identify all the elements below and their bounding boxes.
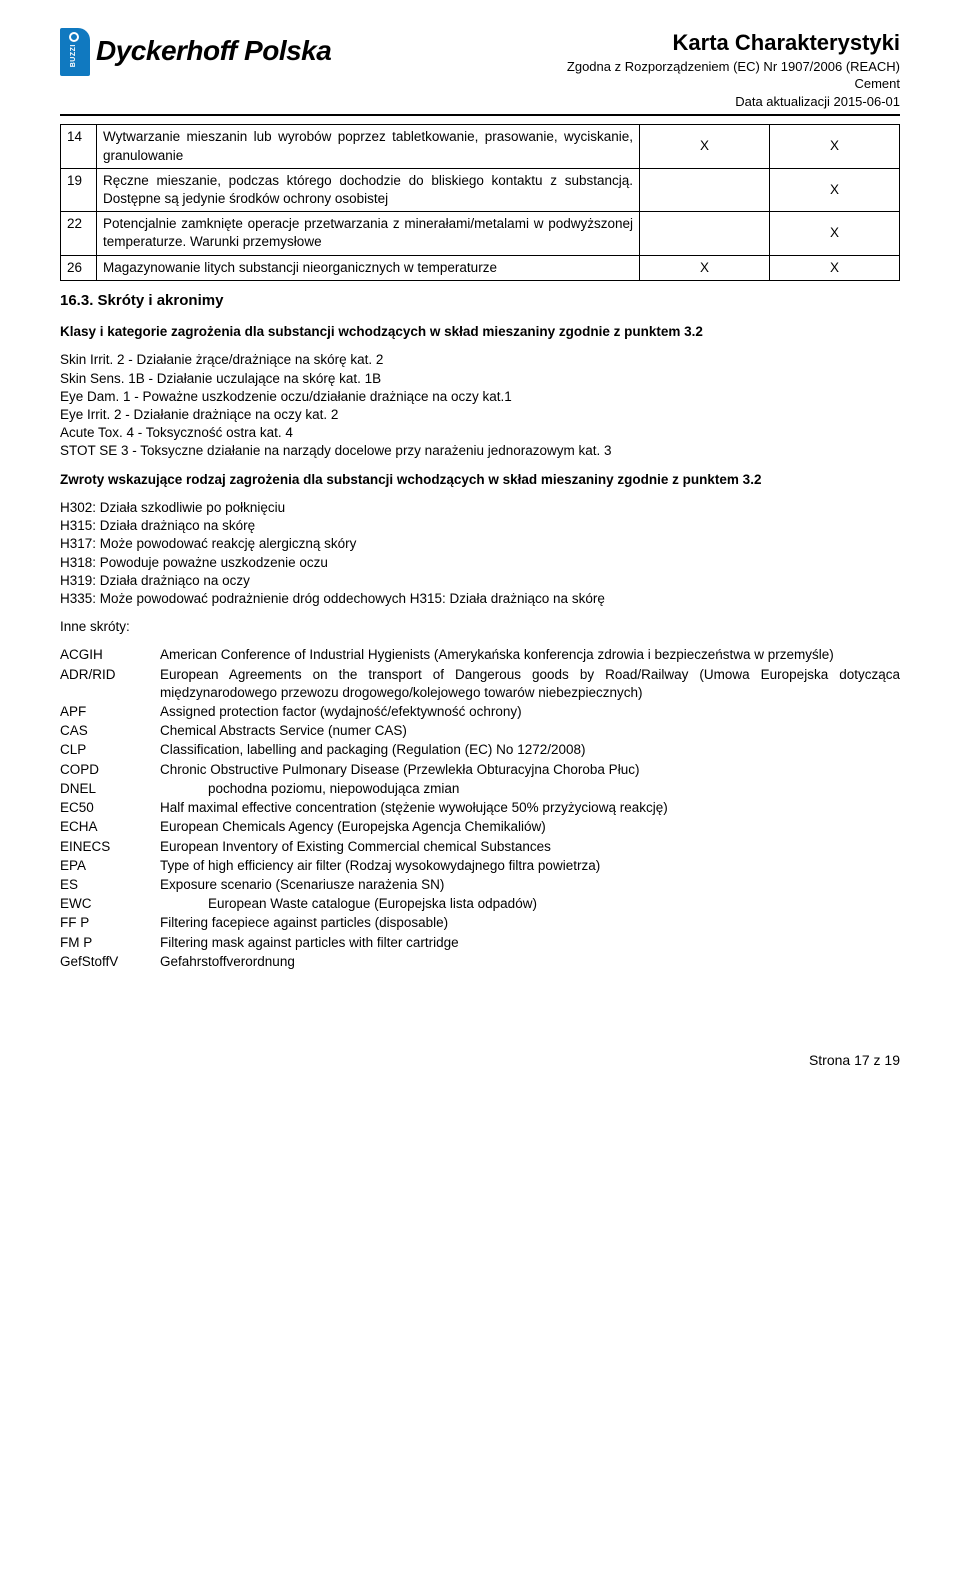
definition-term: APF bbox=[60, 703, 152, 721]
definition-row: DNEL pochodna poziomu, niepowodująca zmia… bbox=[60, 780, 900, 798]
company-name: Dyckerhoff Polska bbox=[96, 28, 331, 70]
definition-term: ACGIH bbox=[60, 646, 152, 664]
h-phrase-line: H318: Powoduje poważne uszkodzenie oczu bbox=[60, 554, 900, 572]
definition-desc: Chemical Abstracts Service (numer CAS) bbox=[160, 722, 900, 740]
h-phrase-line: H319: Działa drażniąco na oczy bbox=[60, 572, 900, 590]
definition-row: EWC European Waste catalogue (Europejska … bbox=[60, 895, 900, 913]
definition-desc: European Agreements on the transport of … bbox=[160, 666, 900, 702]
definition-term: FM P bbox=[60, 934, 152, 952]
definition-desc: Type of high efficiency air filter (Rodz… bbox=[160, 857, 900, 875]
definition-row: CAS Chemical Abstracts Service (numer CAS… bbox=[60, 722, 900, 740]
definition-term: ES bbox=[60, 876, 152, 894]
row-mark-2: X bbox=[770, 212, 900, 255]
buzzi-logo-icon: BUZZI bbox=[60, 28, 90, 76]
definition-desc: American Conference of Industrial Hygien… bbox=[160, 646, 900, 664]
exposure-table: 14Wytwarzanie mieszanin lub wyrobów popr… bbox=[60, 124, 900, 281]
definition-term: FF P bbox=[60, 914, 152, 932]
definition-term: GefStoffV bbox=[60, 953, 152, 971]
definition-row: FF P Filtering facepiece against particle… bbox=[60, 914, 900, 932]
header-right: Karta Charakterystyki Zgodna z Rozporząd… bbox=[567, 28, 900, 110]
product-name: Cement bbox=[567, 75, 900, 93]
definition-row: COPD Chronic Obstructive Pulmonary Diseas… bbox=[60, 761, 900, 779]
definition-term: COPD bbox=[60, 761, 152, 779]
table-row: 22Potencjalnie zamknięte operacje przetw… bbox=[61, 212, 900, 255]
row-description: Wytwarzanie mieszanin lub wyrobów poprze… bbox=[97, 125, 640, 168]
definition-row: ECHA European Chemicals Agency (Europejsk… bbox=[60, 818, 900, 836]
row-number: 14 bbox=[61, 125, 97, 168]
row-mark-1: X bbox=[640, 255, 770, 280]
definition-desc: Half maximal effective concentration (st… bbox=[160, 799, 900, 817]
class-line: Eye Dam. 1 - Poważne uszkodzenie oczu/dz… bbox=[60, 388, 900, 406]
classes-intro: Klasy i kategorie zagrożenia dla substan… bbox=[60, 323, 900, 341]
row-mark-1: X bbox=[640, 125, 770, 168]
section-heading: 16.3. Skróty i akronimy bbox=[60, 291, 900, 311]
definition-desc: Chronic Obstructive Pulmonary Disease (P… bbox=[160, 761, 900, 779]
row-description: Magazynowanie litych substancji nieorgan… bbox=[97, 255, 640, 280]
table-row: 26Magazynowanie litych substancji nieorg… bbox=[61, 255, 900, 280]
definition-row: EINECS European Inventory of Existing Com… bbox=[60, 838, 900, 856]
row-mark-2: X bbox=[770, 125, 900, 168]
table-row: 14Wytwarzanie mieszanin lub wyrobów popr… bbox=[61, 125, 900, 168]
definition-term: DNEL bbox=[60, 780, 152, 798]
definition-desc: Assigned protection factor (wydajność/ef… bbox=[160, 703, 900, 721]
definition-row: ES Exposure scenario (Scenariusze narażen… bbox=[60, 876, 900, 894]
row-mark-1 bbox=[640, 212, 770, 255]
h-phrase-line: H335: Może powodować podrażnienie dróg o… bbox=[60, 590, 900, 608]
definition-term: EWC bbox=[60, 895, 152, 913]
row-mark-1 bbox=[640, 168, 770, 211]
row-number: 22 bbox=[61, 212, 97, 255]
definition-term: EPA bbox=[60, 857, 152, 875]
doc-title: Karta Charakterystyki bbox=[567, 28, 900, 58]
class-lines-block: Skin Irrit. 2 - Działanie żrące/drażniąc… bbox=[60, 351, 900, 460]
definition-term: CLP bbox=[60, 741, 152, 759]
row-mark-2: X bbox=[770, 255, 900, 280]
document-header: BUZZI Dyckerhoff Polska Karta Charaktery… bbox=[60, 28, 900, 116]
class-line: Skin Irrit. 2 - Działanie żrące/drażniąc… bbox=[60, 351, 900, 369]
definition-row: EC50 Half maximal effective concentration… bbox=[60, 799, 900, 817]
definition-desc: Gefahrstoffverordnung bbox=[160, 953, 900, 971]
definition-row: APF Assigned protection factor (wydajność… bbox=[60, 703, 900, 721]
definition-desc: European Inventory of Existing Commercia… bbox=[160, 838, 900, 856]
definition-term: ECHA bbox=[60, 818, 152, 836]
definition-term: ADR/RID bbox=[60, 666, 152, 702]
definition-row: EPA Type of high efficiency air filter (R… bbox=[60, 857, 900, 875]
row-number: 19 bbox=[61, 168, 97, 211]
definition-desc: Filtering mask against particles with fi… bbox=[160, 934, 900, 952]
definition-row: FM P Filtering mask against particles wit… bbox=[60, 934, 900, 952]
class-line: Acute Tox. 4 - Toksyczność ostra kat. 4 bbox=[60, 424, 900, 442]
h-phrase-line: H302: Działa szkodliwie po połknięciu bbox=[60, 499, 900, 517]
class-line: STOT SE 3 - Toksyczne działanie na narzą… bbox=[60, 442, 900, 460]
h-lines-block: H302: Działa szkodliwie po połknięciuH31… bbox=[60, 499, 900, 608]
other-abbr-label: Inne skróty: bbox=[60, 618, 900, 636]
definition-desc: pochodna poziomu, niepowodująca zmian bbox=[160, 780, 900, 798]
definition-term: EC50 bbox=[60, 799, 152, 817]
definition-term: EINECS bbox=[60, 838, 152, 856]
definitions-list: ACGIH American Conference of Industrial H… bbox=[60, 646, 900, 971]
page-footer: Strona 17 z 19 bbox=[60, 1051, 900, 1070]
class-line: Skin Sens. 1B - Działanie uczulające na … bbox=[60, 370, 900, 388]
definition-row: ADR/RIDEuropean Agreements on the transp… bbox=[60, 666, 900, 702]
row-description: Potencjalnie zamknięte operacje przetwar… bbox=[97, 212, 640, 255]
definition-term: CAS bbox=[60, 722, 152, 740]
definition-desc: Exposure scenario (Scenariusze narażenia… bbox=[160, 876, 900, 894]
row-number: 26 bbox=[61, 255, 97, 280]
row-description: Ręczne mieszanie, podczas którego dochod… bbox=[97, 168, 640, 211]
definition-desc: Classification, labelling and packaging … bbox=[160, 741, 900, 759]
definition-row: GefStoffV Gefahrstoffverordnung bbox=[60, 953, 900, 971]
regulation-line: Zgodna z Rozporządzeniem (EC) Nr 1907/20… bbox=[567, 58, 900, 76]
definition-row: CLP Classification, labelling and packagi… bbox=[60, 741, 900, 759]
definition-desc: European Chemicals Agency (Europejska Ag… bbox=[160, 818, 900, 836]
definition-desc: European Waste catalogue (Europejska lis… bbox=[160, 895, 900, 913]
row-mark-2: X bbox=[770, 168, 900, 211]
definition-row: ACGIH American Conference of Industrial H… bbox=[60, 646, 900, 664]
class-line: Eye Irrit. 2 - Działanie drażniące na oc… bbox=[60, 406, 900, 424]
definition-desc: Filtering facepiece against particles (d… bbox=[160, 914, 900, 932]
update-date: Data aktualizacji 2015-06-01 bbox=[567, 93, 900, 111]
phrases-intro: Zwroty wskazujące rodzaj zagrożenia dla … bbox=[60, 471, 900, 489]
table-row: 19Ręczne mieszanie, podczas którego doch… bbox=[61, 168, 900, 211]
h-phrase-line: H315: Działa drażniąco na skórę bbox=[60, 517, 900, 535]
h-phrase-line: H317: Może powodować reakcję alergiczną … bbox=[60, 535, 900, 553]
logo-block: BUZZI Dyckerhoff Polska bbox=[60, 28, 331, 76]
